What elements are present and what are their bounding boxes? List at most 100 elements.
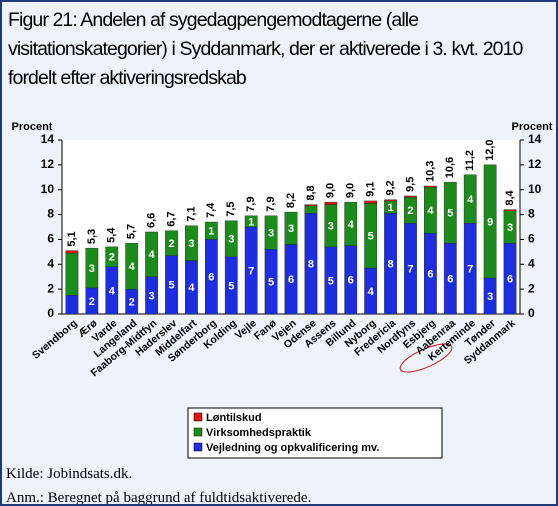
y2-tick-label: 6 — [528, 232, 535, 246]
total-label: 7,9 — [245, 197, 257, 212]
segment-label: 2 — [407, 205, 413, 217]
legend-box — [187, 407, 443, 459]
legend-label: Løntilskud — [206, 412, 262, 424]
highlight-ellipse — [399, 343, 453, 373]
y-tick-label: 6 — [47, 232, 54, 246]
y-tick-label: 2 — [47, 281, 54, 295]
segment-label: 6 — [348, 275, 354, 287]
bar-segment — [463, 174, 477, 224]
segment-label: 3 — [487, 291, 493, 303]
segment-label: 6 — [288, 274, 294, 286]
bar-segment — [443, 182, 457, 244]
chart-title: Figur 21: Andelen af sygedagpengemodtage… — [8, 9, 523, 89]
bar-segment — [65, 295, 79, 315]
source: Kilde: Jobindsats.dk. — [6, 466, 133, 482]
x-tick-label: Svendborg — [30, 317, 80, 361]
bar-segment — [483, 164, 497, 279]
total-label: 11,2 — [464, 150, 476, 171]
bar-segment — [384, 199, 397, 202]
segment-label: 6 — [208, 272, 214, 284]
bar-segment — [105, 246, 119, 267]
total-label: 10,6 — [444, 157, 456, 178]
total-label: 9,0 — [325, 183, 337, 198]
bar-segment — [284, 211, 298, 245]
total-label: 5,7 — [126, 224, 138, 239]
y-tick-label: 14 — [41, 132, 55, 146]
bar-segment — [244, 215, 258, 228]
total-label: 12,0 — [484, 139, 496, 160]
legend-label: Virksomhedspraktik — [206, 427, 312, 439]
segment-label: 7 — [248, 265, 254, 277]
bar-segment — [85, 247, 99, 289]
y2-tick-label: 14 — [528, 132, 542, 146]
y-tick-label: 0 — [47, 306, 54, 320]
bar-segment — [364, 200, 378, 204]
segment-label: 5 — [228, 280, 234, 292]
segment-label: 3 — [228, 234, 234, 246]
y2-tick-label: 0 — [528, 306, 535, 320]
segment-label: 1 — [248, 216, 254, 228]
total-label: 7,1 — [185, 206, 197, 221]
total-label: 7,5 — [225, 201, 237, 216]
segment-label: 3 — [149, 290, 155, 302]
segment-label: 8 — [308, 259, 314, 271]
bar-segment — [404, 195, 417, 198]
segment-label: 6 — [507, 273, 513, 285]
segment-label: 1 — [208, 226, 214, 238]
bar-segment — [125, 242, 139, 290]
bar-segment — [424, 185, 437, 188]
segment-label: 3 — [507, 222, 513, 234]
bar-segment — [204, 221, 218, 240]
legend-label: Vejledning og opkvalificering mv. — [206, 442, 379, 454]
legend-swatch — [193, 442, 203, 452]
bar-segment — [344, 201, 358, 246]
total-label: 5,3 — [86, 229, 98, 244]
segment-label: 3 — [268, 227, 274, 239]
total-label: 7,4 — [205, 202, 217, 218]
segment-label: 9 — [487, 216, 493, 228]
total-label: 6,6 — [146, 213, 158, 228]
y2-tick-label: 10 — [528, 182, 542, 196]
bar-segment — [304, 205, 318, 214]
total-label: 8,2 — [285, 193, 297, 208]
bar-segment — [185, 225, 198, 261]
segment-label: 4 — [467, 194, 474, 206]
segment-label: 3 — [89, 263, 95, 275]
y-tick-label: 10 — [41, 182, 55, 196]
bar-segment — [264, 215, 278, 250]
segment-label: 7 — [467, 264, 473, 276]
segment-label: 5 — [368, 231, 374, 243]
segment-label: 5 — [268, 277, 274, 289]
segment-label: 5 — [447, 208, 453, 220]
segment-label: 4 — [149, 249, 156, 261]
segment-label: 2 — [109, 252, 115, 264]
total-label: 5,4 — [106, 227, 118, 243]
segment-label: 2 — [168, 238, 174, 250]
total-label: 5,1 — [66, 231, 78, 246]
total-label: 8,4 — [504, 189, 516, 205]
bar-segment — [165, 230, 178, 256]
y-axis-label: Procent — [12, 121, 53, 133]
total-label: 9,1 — [365, 182, 377, 197]
bar-segment — [145, 231, 158, 277]
bar-segment — [65, 252, 79, 296]
total-label: 6,7 — [165, 211, 177, 226]
segment-label: 5 — [328, 275, 334, 287]
y2-tick-label: 4 — [528, 256, 535, 270]
segment-label: 4 — [427, 205, 434, 217]
note: Anm.: Beregnet på baggrund af fuldtidsak… — [6, 490, 312, 506]
y-tick-label: 12 — [41, 157, 55, 171]
segment-label: 3 — [288, 223, 294, 235]
total-label: 7,9 — [265, 197, 277, 212]
segment-label: 6 — [447, 273, 453, 285]
total-label: 8,8 — [305, 185, 317, 200]
y2-tick-label: 2 — [528, 281, 535, 295]
segment-label: 1 — [388, 202, 394, 214]
segment-label: 5 — [168, 280, 174, 292]
total-label: 9,2 — [384, 180, 396, 195]
bar-segment — [65, 250, 79, 254]
y-tick-label: 8 — [47, 207, 54, 221]
total-label: 9,5 — [404, 177, 416, 192]
segment-label: 4 — [129, 261, 136, 273]
